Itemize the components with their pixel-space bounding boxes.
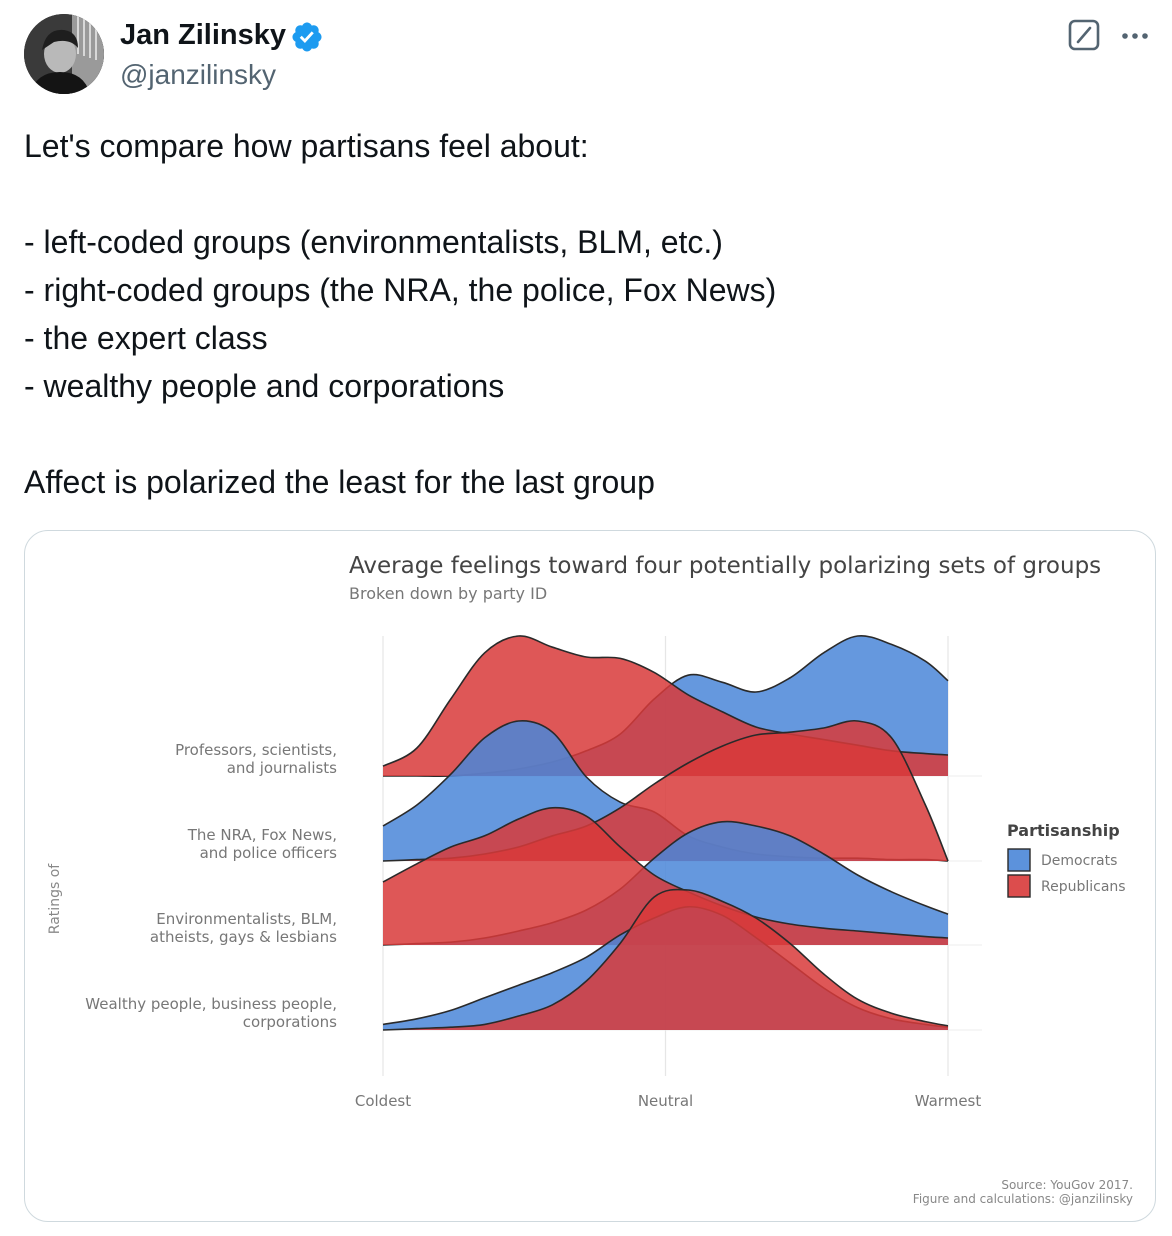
chart-title: Average feelings toward four potentially…	[349, 553, 1101, 579]
verified-badge-icon	[292, 22, 322, 52]
source-line: Source: YouGov 2017.	[1001, 1178, 1133, 1192]
category-label: The NRA, Fox News,	[187, 826, 337, 844]
ridge-outline	[382, 806, 949, 939]
chart-y-axis-label: Ratings of	[47, 863, 63, 934]
post-text-line: - right-coded groups (the NRA, the polic…	[24, 272, 777, 308]
post-text: Let's compare how partisans feel about: …	[24, 122, 1144, 506]
chart-x-ticks: Coldest Neutral Warmest	[355, 1092, 981, 1110]
x-tick-label: Warmest	[915, 1092, 982, 1110]
chart-subtitle: Broken down by party ID	[349, 584, 547, 603]
ridge-republicans-1	[383, 720, 948, 861]
post-text-line: Let's compare how partisans feel about:	[24, 128, 589, 164]
author-name[interactable]: Jan Zilinsky	[120, 19, 287, 51]
ridge-republicans-2	[383, 807, 948, 945]
category-label: Wealthy people, business people,	[85, 995, 337, 1013]
post-text-line: - left-coded groups (environmentalists, …	[24, 224, 723, 260]
avatar-photo	[24, 14, 104, 94]
post-header: Jan Zilinsky @janzilinsky	[24, 14, 1154, 98]
category-label: and journalists	[227, 759, 337, 777]
post-media-card[interactable]: Average feelings toward four potentially…	[24, 530, 1156, 1222]
category-label: atheists, gays & lesbians	[150, 928, 337, 946]
legend-title: Partisanship	[1007, 821, 1120, 840]
legend-swatch	[1007, 874, 1031, 898]
ridgeline-chart: Average feelings toward four potentially…	[47, 553, 1133, 1206]
chart-ridges	[382, 634, 949, 1031]
post-text-line: - wealthy people and corporations	[24, 368, 505, 404]
legend-label: Republicans	[1041, 879, 1126, 895]
legend-swatch	[1007, 848, 1031, 872]
more-icon[interactable]	[1116, 17, 1154, 53]
legend-label: Democrats	[1041, 853, 1117, 869]
source-line: Figure and calculations: @janzilinsky	[913, 1192, 1133, 1206]
ridge-republicans-3	[383, 889, 948, 1030]
chart-legend: Partisanship Democrats Republicans	[1007, 821, 1126, 898]
category-label: Environmentalists, BLM,	[156, 910, 337, 928]
avatar[interactable]	[24, 14, 104, 94]
grok-icon[interactable]	[1066, 17, 1102, 53]
category-label: and police officers	[200, 844, 338, 862]
category-label: Professors, scientists,	[175, 741, 337, 759]
author-handle[interactable]: @janzilinsky	[120, 59, 277, 90]
post-text-line	[24, 170, 1144, 218]
post-text-line	[24, 410, 1144, 458]
post-text-line: - the expert class	[24, 320, 268, 356]
category-label: corporations	[243, 1013, 337, 1031]
x-tick-label: Neutral	[638, 1092, 693, 1110]
post-text-line: Affect is polarized the least for the la…	[24, 464, 655, 500]
chart-source: Source: YouGov 2017.Figure and calculati…	[913, 1178, 1133, 1206]
chart-category-labels: Professors, scientists,and journalists Th…	[85, 741, 337, 1031]
x-tick-label: Coldest	[355, 1092, 411, 1110]
ridge-outline	[382, 888, 949, 1031]
